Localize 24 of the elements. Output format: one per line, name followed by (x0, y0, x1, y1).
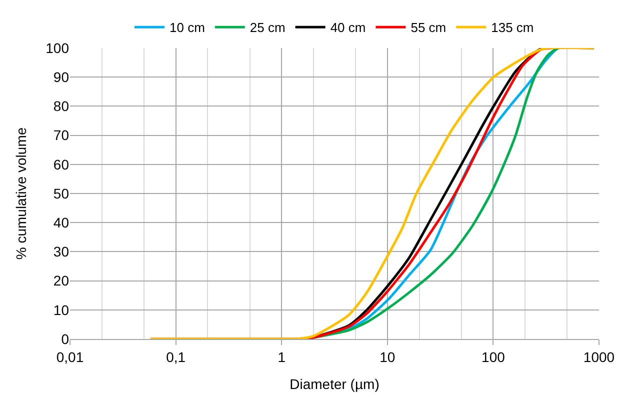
x-tick-label: 1000 (583, 348, 615, 365)
y-tick-label: 40 (53, 214, 70, 230)
y-tick-label: 0 (61, 330, 70, 347)
y-tick-label: 90 (53, 69, 70, 85)
x-tick-label: 0,01 (56, 348, 84, 365)
y-axis-title: % cumulative volume (13, 127, 30, 260)
y-tick-label: 30 (53, 244, 70, 260)
x-tick-label: 100 (482, 348, 506, 365)
y-tick-label: 100 (46, 40, 70, 56)
legend-label: 135 cm (491, 20, 534, 36)
y-tick-label: 60 (53, 156, 70, 172)
legend-label: 55 cm (410, 20, 446, 36)
y-tick-label: 10 (53, 302, 70, 318)
x-axis-title: Diameter (µm) (290, 376, 380, 392)
y-tick-label: 80 (53, 98, 70, 114)
legend-label: 40 cm (330, 20, 366, 36)
x-tick-label: 10 (380, 348, 396, 365)
y-tick-label: 70 (53, 127, 70, 144)
x-tick-label: 1 (278, 348, 286, 365)
y-tick-label: 50 (53, 185, 70, 202)
y-tick-label: 20 (53, 272, 70, 289)
legend-label: 10 cm (170, 20, 205, 36)
legend-label: 25 cm (250, 20, 286, 36)
x-tick-label: 0,1 (166, 348, 186, 365)
